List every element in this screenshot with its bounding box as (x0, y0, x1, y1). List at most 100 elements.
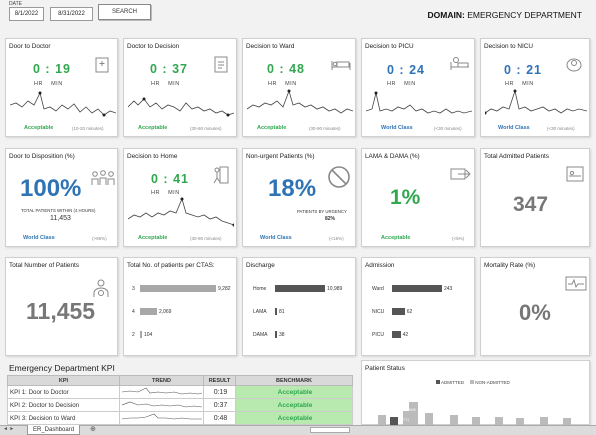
bar (275, 285, 325, 292)
card-patient-status[interactable]: Patient Status ADMITTED NON-ADMITTED 772… (361, 360, 590, 425)
legend-admitted: ADMITTED (436, 380, 464, 385)
benchmark-value: Acceptable (235, 411, 353, 425)
bar-value-label: 38 (279, 332, 285, 338)
hr-min-label: HR MIN (505, 81, 534, 87)
card-total-admitted[interactable]: Total Admitted Patients 347 (480, 148, 590, 247)
card-discharge[interactable]: Discharge Home 10,989 LAMA 81 DAMA 38 (242, 257, 356, 356)
add-sheet-icon[interactable]: ⊕ (90, 426, 96, 433)
sheet-nav-arrows[interactable]: ◄ ► (3, 426, 15, 432)
domain-label: DOMAIN: (427, 10, 465, 20)
door-icon (95, 57, 109, 73)
date-to-input[interactable]: 8/31/2022 (50, 7, 93, 21)
status-label: Acceptable (381, 235, 411, 241)
card-decision-to-home[interactable]: Decision to Home 0 : 41 HR MIN Acceptabl… (123, 148, 237, 247)
sheet-tab-bar (0, 425, 596, 435)
time-value: 0 : 21 (504, 63, 542, 77)
child-bed-icon (450, 57, 469, 70)
kpi-name: KPI 3: Decision to Ward (7, 411, 120, 425)
trend-cell (119, 398, 204, 412)
bar-label: 906 (409, 407, 416, 412)
time-value: 0 : 48 (267, 62, 305, 76)
trend-sparkline (121, 401, 203, 408)
status-bar (472, 417, 480, 425)
chart-legend: ADMITTED NON-ADMITTED (436, 380, 510, 385)
target-label: (<15%) (329, 236, 344, 241)
time-value: 0 : 24 (387, 63, 425, 77)
card-total-patients[interactable]: Total Number of Patients 11,455 (5, 257, 118, 356)
card-admission[interactable]: Admission Ward 243 NICU 62 PICU 42 (361, 257, 475, 356)
benchmark-value: Acceptable (235, 385, 353, 399)
trend-sparkline (128, 197, 234, 227)
status-label: Acceptable (138, 125, 168, 131)
status-bar (403, 411, 411, 425)
card-title: Decision to Ward (246, 43, 295, 50)
card-decision-to-ward[interactable]: Decision to Ward 0 : 48 HR MIN Acceptabl… (242, 38, 356, 137)
status-bar (425, 413, 433, 425)
date-from-input[interactable]: 8/1/2022 (9, 7, 44, 21)
bar-value-label: 42 (402, 332, 409, 338)
kpi-table-title: Emergency Department KPI (9, 363, 115, 373)
hospital-bed-icon (566, 166, 584, 182)
card-lama-dama[interactable]: LAMA & DAMA (%) 1% Acceptable (<5%) (361, 148, 475, 247)
trend-sparkline (366, 91, 472, 114)
people-group-icon (91, 170, 115, 185)
header-result: RESULT (203, 375, 236, 386)
total-patients-value: 11,455 (26, 298, 96, 324)
hr-min-label: HR MIN (151, 190, 180, 196)
card-decision-to-nicu[interactable]: Decision to NICU 0 : 21 HR MIN World Cla… (480, 38, 590, 137)
table-row[interactable]: KPI 2: Doctor to Decision 0:37 Acceptabl… (7, 398, 353, 412)
status-bar (563, 418, 571, 425)
time-value: 0 : 37 (150, 62, 188, 76)
card-title: Discharge (246, 262, 275, 269)
percent-value: 100% (20, 175, 82, 202)
target-label: (30-90 minutes) (309, 126, 341, 131)
bar-category-label: Ward (372, 286, 384, 292)
bar (140, 285, 216, 292)
card-door-to-disposition[interactable]: Door to Disposition (%) 100% TOTAL PATIE… (5, 148, 118, 247)
bar-value-label: 81 (279, 309, 285, 315)
exit-arrow-icon (450, 168, 471, 180)
trend-sparkline (10, 91, 116, 117)
status-bar (409, 402, 418, 425)
target-label: (>95%) (92, 236, 107, 241)
bed-icon (331, 61, 351, 70)
sheet-tab-er-dashboard[interactable]: ER_Dashboard (27, 425, 81, 435)
card-title: Total Number of Patients (9, 262, 79, 269)
table-row[interactable]: KPI 1: Door to Doctor 0:19 Acceptable (7, 385, 353, 399)
kpi-table: KPI TREND RESULT BENCHMARK KPI 1: Door t… (7, 375, 353, 425)
bar (392, 308, 405, 315)
search-button[interactable]: SEARCH (98, 4, 151, 20)
time-value: 0 : 19 (33, 62, 71, 76)
bar-category-label: DAMA (253, 332, 268, 338)
kpi-name: KPI 1: Door to Doctor (7, 385, 120, 399)
bar (140, 331, 142, 338)
status-bar (378, 415, 386, 425)
card-non-urgent-patients[interactable]: Non-urgent Patients (%) 18% PATIENTS BY … (242, 148, 356, 247)
urgency-pct: 82% (325, 216, 336, 222)
trend-cell (119, 385, 204, 399)
time-value: 0 : 41 (151, 172, 189, 186)
card-title: LAMA & DAMA (%) (365, 153, 420, 160)
card-title: Non-urgent Patients (%) (246, 153, 315, 160)
card-decision-to-picu[interactable]: Decision to PICU 0 : 24 HR MIN World Cla… (361, 38, 475, 137)
card-title: Total Admitted Patients (484, 153, 550, 160)
bar-category-label: PICU (372, 332, 384, 338)
table-row[interactable]: KPI 3: Decision to Ward 0:48 Acceptable (7, 411, 353, 425)
card-door-to-doctor[interactable]: Door to Doctor 0 : 19 HR MIN Acceptable … (5, 38, 118, 137)
domain-value: EMERGENCY DEPARTMENT (467, 10, 582, 20)
bar-value-label: 10,989 (327, 286, 343, 292)
card-doctor-to-decision[interactable]: Doctor to Decision 0 : 37 HR MIN Accepta… (123, 38, 237, 137)
card-mortality[interactable]: Mortality Rate (%) 0% (480, 257, 590, 356)
mortality-value: 0% (519, 300, 551, 325)
hr-min-label: HR MIN (34, 81, 63, 87)
bar (275, 331, 277, 338)
status-label: World Class (381, 125, 413, 131)
card-title: Decision to Home (127, 153, 178, 160)
status-bar (540, 417, 548, 425)
bar-category-label: 4 (132, 309, 135, 315)
card-ctas[interactable]: Total No. of patients per CTAS: 3 9,282 4 2… (123, 257, 237, 356)
card-title: Patient Status (365, 365, 405, 372)
status-label: World Class (23, 235, 55, 241)
horizontal-scrollbar[interactable] (310, 427, 350, 433)
card-title: Door to Disposition (%) (9, 153, 75, 160)
